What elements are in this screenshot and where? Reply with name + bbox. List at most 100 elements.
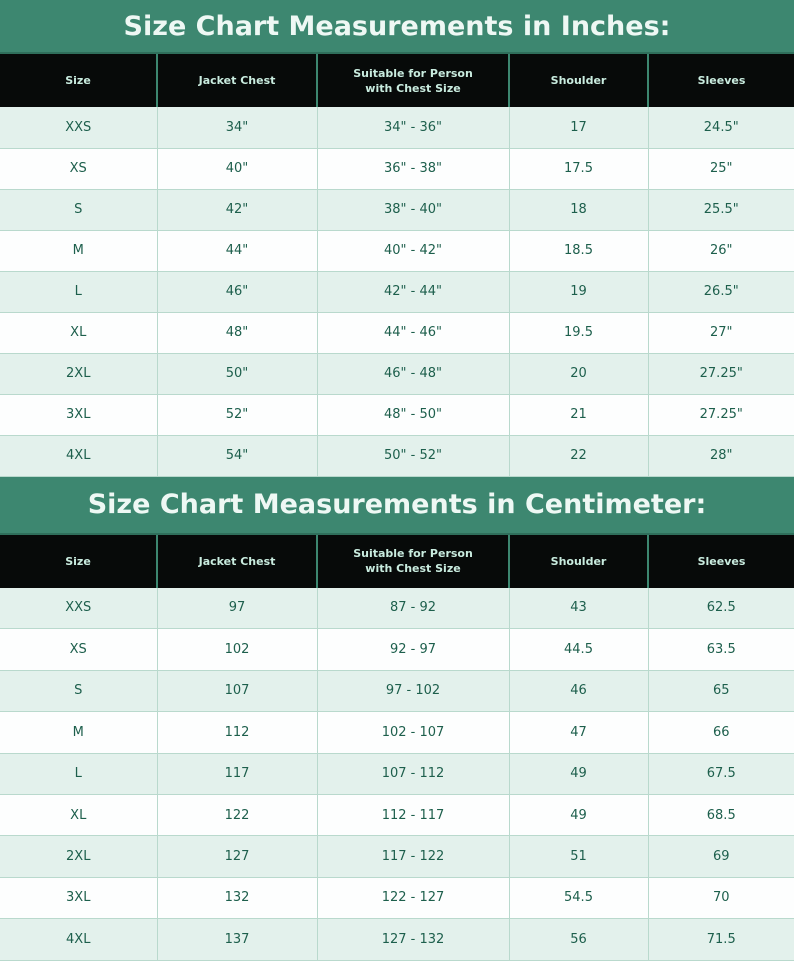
centimeter-title: Size Chart Measurements in Centimeter: xyxy=(0,476,794,535)
cell-jacket-chest: 42" xyxy=(157,189,318,231)
centimeter-header-row: Size Jacket Chest Suitable for Person wi… xyxy=(0,534,794,588)
cell-jacket-chest: 52" xyxy=(157,394,318,436)
cell-size: XS xyxy=(0,148,158,190)
table-row: S 42" 38" - 40" 18 25.5" xyxy=(0,189,794,231)
inches-header-row: Size Jacket Chest Suitable for Person wi… xyxy=(0,54,794,107)
table-row: XXS 97 87 - 92 43 62.5 xyxy=(0,587,794,630)
cell-jacket-chest: 137 xyxy=(157,918,318,961)
cell-shoulder: 19 xyxy=(509,271,649,313)
cell-jacket-chest: 127 xyxy=(157,835,318,878)
cell-size: 4XL xyxy=(0,918,158,961)
cell-suitable-chest: 122 - 127 xyxy=(317,877,510,920)
centimeter-table: Size Jacket Chest Suitable for Person wi… xyxy=(0,534,794,961)
table-row: XS 102 92 - 97 44.5 63.5 xyxy=(0,628,794,671)
cell-suitable-chest: 117 - 122 xyxy=(317,835,510,878)
cell-sleeves: 25" xyxy=(648,148,794,190)
cell-size: S xyxy=(0,189,158,231)
table-row: L 117 107 - 112 49 67.5 xyxy=(0,753,794,795)
table-row: S 107 97 - 102 46 65 xyxy=(0,670,794,713)
cell-sleeves: 26.5" xyxy=(648,271,794,313)
cell-suitable-chest: 48" - 50" xyxy=(317,394,510,436)
cell-shoulder: 22 xyxy=(509,435,649,477)
table-row: XXS 34" 34" - 36" 17 24.5" xyxy=(0,107,794,149)
cell-sleeves: 63.5 xyxy=(648,628,794,671)
cell-size: L xyxy=(0,753,158,795)
cell-size: 2XL xyxy=(0,353,158,395)
cell-shoulder: 56 xyxy=(509,918,649,961)
cell-shoulder: 20 xyxy=(509,353,649,395)
cell-suitable-chest: 44" - 46" xyxy=(317,312,510,354)
header-size: Size xyxy=(0,54,158,107)
cell-suitable-chest: 102 - 107 xyxy=(317,711,510,754)
cell-jacket-chest: 97 xyxy=(157,587,318,630)
cell-sleeves: 71.5 xyxy=(648,918,794,961)
header-suitable-chest: Suitable for Person with Chest Size xyxy=(317,534,510,588)
cell-shoulder: 17 xyxy=(509,107,649,149)
table-row: L 46" 42" - 44" 19 26.5" xyxy=(0,271,794,313)
cell-jacket-chest: 48" xyxy=(157,312,318,354)
header-jacket-chest: Jacket Chest xyxy=(157,54,318,107)
cell-sleeves: 27.25" xyxy=(648,353,794,395)
cell-jacket-chest: 50" xyxy=(157,353,318,395)
cell-size: 3XL xyxy=(0,394,158,436)
cell-sleeves: 25.5" xyxy=(648,189,794,231)
cell-size: XS xyxy=(0,628,158,671)
cell-size: XXS xyxy=(0,587,158,630)
header-sleeves: Sleeves xyxy=(648,534,794,588)
cell-size: XL xyxy=(0,794,158,837)
cell-suitable-chest: 107 - 112 xyxy=(317,753,510,795)
cell-suitable-chest: 46" - 48" xyxy=(317,353,510,395)
cell-shoulder: 46 xyxy=(509,670,649,713)
cell-jacket-chest: 40" xyxy=(157,148,318,190)
cell-shoulder: 44.5 xyxy=(509,628,649,671)
cell-shoulder: 18.5 xyxy=(509,230,649,272)
cell-jacket-chest: 54" xyxy=(157,435,318,477)
cell-jacket-chest: 34" xyxy=(157,107,318,149)
cell-sleeves: 28" xyxy=(648,435,794,477)
table-row: M 44" 40" - 42" 18.5 26" xyxy=(0,230,794,272)
cell-suitable-chest: 34" - 36" xyxy=(317,107,510,149)
cell-size: 2XL xyxy=(0,835,158,878)
cell-size: XL xyxy=(0,312,158,354)
cell-size: L xyxy=(0,271,158,313)
cell-jacket-chest: 44" xyxy=(157,230,318,272)
cell-jacket-chest: 117 xyxy=(157,753,318,795)
cell-size: M xyxy=(0,711,158,754)
header-shoulder: Shoulder xyxy=(509,54,649,107)
cell-jacket-chest: 132 xyxy=(157,877,318,920)
cell-suitable-chest: 40" - 42" xyxy=(317,230,510,272)
cell-sleeves: 68.5 xyxy=(648,794,794,837)
cell-size: 4XL xyxy=(0,435,158,477)
cell-shoulder: 54.5 xyxy=(509,877,649,920)
table-row: 3XL 132 122 - 127 54.5 70 xyxy=(0,877,794,920)
cell-sleeves: 69 xyxy=(648,835,794,878)
cell-suitable-chest: 92 - 97 xyxy=(317,628,510,671)
cell-shoulder: 47 xyxy=(509,711,649,754)
cell-suitable-chest: 127 - 132 xyxy=(317,918,510,961)
cell-shoulder: 17.5 xyxy=(509,148,649,190)
header-jacket-chest: Jacket Chest xyxy=(157,534,318,588)
cell-size: 3XL xyxy=(0,877,158,920)
table-row: 4XL 137 127 - 132 56 71.5 xyxy=(0,918,794,961)
cell-jacket-chest: 102 xyxy=(157,628,318,671)
table-row: 3XL 52" 48" - 50" 21 27.25" xyxy=(0,394,794,436)
cell-shoulder: 43 xyxy=(509,587,649,630)
cell-size: S xyxy=(0,670,158,713)
cell-sleeves: 65 xyxy=(648,670,794,713)
cell-sleeves: 67.5 xyxy=(648,753,794,795)
cell-shoulder: 51 xyxy=(509,835,649,878)
cell-sleeves: 27" xyxy=(648,312,794,354)
table-row: M 112 102 - 107 47 66 xyxy=(0,711,794,754)
cell-suitable-chest: 50" - 52" xyxy=(317,435,510,477)
header-sleeves: Sleeves xyxy=(648,54,794,107)
cell-suitable-chest: 36" - 38" xyxy=(317,148,510,190)
cell-size: XXS xyxy=(0,107,158,149)
cell-suitable-chest: 112 - 117 xyxy=(317,794,510,837)
cell-suitable-chest: 38" - 40" xyxy=(317,189,510,231)
cell-jacket-chest: 46" xyxy=(157,271,318,313)
cell-jacket-chest: 122 xyxy=(157,794,318,837)
cell-sleeves: 24.5" xyxy=(648,107,794,149)
table-row: XL 122 112 - 117 49 68.5 xyxy=(0,794,794,837)
table-row: XL 48" 44" - 46" 19.5 27" xyxy=(0,312,794,354)
cell-jacket-chest: 112 xyxy=(157,711,318,754)
